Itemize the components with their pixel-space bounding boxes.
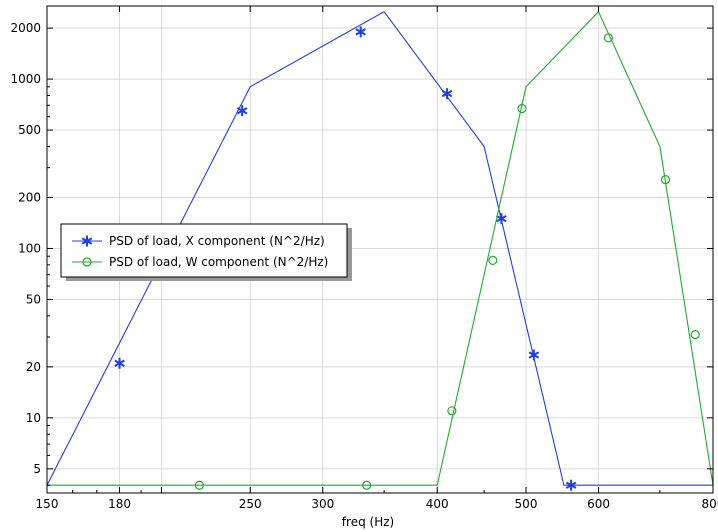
x-tick-label: 300 (311, 497, 334, 511)
data-point-2 (194, 480, 204, 490)
legend-entry: PSD of load, X component (N^2/Hz) (109, 234, 325, 248)
marker-stroke (114, 359, 125, 367)
x-tick-label: 400 (426, 497, 449, 511)
series-line-2 (47, 10, 714, 486)
data-point-2 (603, 33, 613, 43)
x-tick-label: 150 (36, 497, 59, 511)
plot-frame (46, 5, 714, 494)
y-tick-label: 200 (18, 190, 41, 204)
data-point-1 (496, 213, 507, 225)
marker-stroke (81, 237, 93, 245)
marker-stroke (236, 107, 248, 115)
data-point-2 (690, 330, 700, 340)
y-tick-label: 10 (26, 411, 41, 425)
y-tick-label: 5 (33, 462, 41, 476)
x-tick-label: 800 (702, 497, 718, 511)
data-point-2 (488, 255, 498, 266)
legend-items: PSD of load, X component (N^2/Hz) PSD of … (72, 234, 328, 269)
x-tick-label: 500 (515, 497, 538, 511)
data-point-2 (517, 103, 527, 114)
marker-stroke (441, 90, 453, 98)
x-axis-label: freq (Hz) (342, 515, 394, 529)
y-tick-label: 2000 (10, 21, 41, 35)
marker-stroke (496, 215, 507, 223)
y-tick-label: 20 (26, 360, 41, 374)
marker-stroke (355, 28, 366, 36)
series-layer (46, 10, 714, 491)
x-tick-label: 250 (239, 497, 262, 511)
data-point-1 (114, 357, 125, 369)
data-point-1 (355, 26, 366, 38)
data-point-1 (528, 349, 540, 361)
data-point-2 (362, 480, 372, 490)
y-tick-label: 500 (18, 123, 41, 137)
legend-marker (82, 257, 92, 267)
legend-entry: PSD of load, W component (N^2/Hz) (109, 255, 328, 269)
marker-stroke (565, 481, 577, 489)
y-tick-label: 100 (18, 241, 41, 255)
series-line-1 (46, 10, 713, 486)
marker-stroke (528, 351, 540, 359)
y-tick-label: 1000 (10, 72, 41, 86)
data-point-1 (565, 479, 577, 491)
legend-marker (81, 235, 93, 247)
data-point-1 (441, 88, 453, 100)
x-tick-label: 180 (108, 497, 131, 511)
x-tick-label: 600 (587, 497, 610, 511)
data-point-1 (236, 105, 248, 117)
data-point-2 (447, 406, 457, 416)
ticks: 150 180 250 300 400 500 600 800 5 10 20 50 100 200 500… (10, 6, 718, 511)
y-tick-label: 50 (26, 292, 41, 306)
legend: PSD of load, X component (N^2/Hz) PSD of … (60, 223, 352, 281)
legend-box (60, 223, 348, 278)
data-point-2 (660, 174, 671, 185)
